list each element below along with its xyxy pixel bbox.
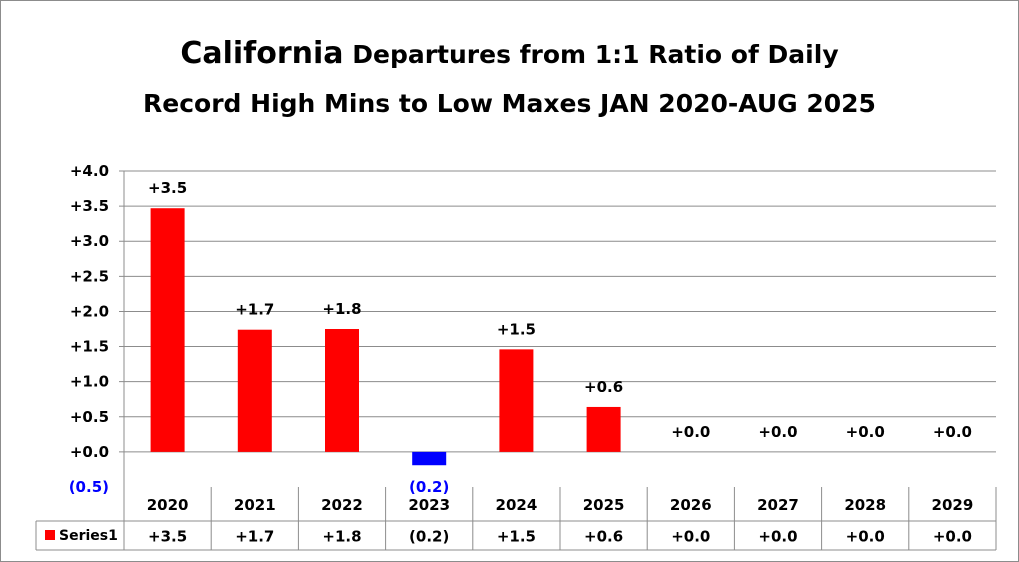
x-tick-label: 2025: [583, 496, 625, 514]
bar: [586, 406, 621, 452]
table-value: +1.7: [235, 528, 274, 546]
y-tick-label: +3.5: [70, 197, 109, 215]
bar: [412, 451, 447, 466]
legend-key-series1: [45, 530, 55, 540]
x-tick-label: 2029: [932, 496, 974, 514]
table-value: +3.5: [148, 528, 187, 546]
title-line-2: Record High Mins to Low Maxes JAN 2020-A…: [143, 89, 876, 118]
x-tick-label: 2022: [321, 496, 363, 514]
y-tick-label: +3.0: [70, 232, 109, 250]
table-value: +1.5: [497, 528, 536, 546]
bar: [150, 208, 185, 452]
title-line-1-rest: Departures from 1:1 Ratio of Daily: [343, 40, 839, 69]
title-line-1: California Departures from 1:1 Ratio of …: [1, 31, 1018, 81]
y-tick-label: +0.5: [70, 408, 109, 426]
x-tick-label: 2028: [844, 496, 886, 514]
data-label: +0.0: [671, 423, 710, 441]
y-tick-label: +2.5: [70, 267, 109, 285]
data-label: +0.6: [584, 378, 623, 396]
bar: [237, 329, 272, 452]
x-tick-label: 2027: [757, 496, 799, 514]
table-value: +0.0: [846, 528, 885, 546]
data-label: +0.0: [846, 423, 885, 441]
table-value: +0.0: [671, 528, 710, 546]
table-value: +1.8: [322, 528, 361, 546]
bar: [499, 349, 534, 452]
table-value: +0.0: [758, 528, 797, 546]
table-value: (0.2): [409, 528, 449, 546]
data-label: +0.0: [758, 423, 797, 441]
chart-title: California Departures from 1:1 Ratio of …: [1, 31, 1018, 127]
x-tick-label: 2020: [147, 496, 189, 514]
x-tick-label: 2026: [670, 496, 712, 514]
x-tick-label: 2023: [408, 496, 450, 514]
data-label: +1.5: [497, 320, 536, 338]
y-tick-label: +4.0: [70, 162, 109, 180]
x-tick-label: 2024: [496, 496, 538, 514]
y-tick-label: +0.0: [70, 443, 109, 461]
title-state: California: [180, 36, 344, 71]
data-label: +1.7: [235, 301, 274, 319]
y-tick-label: +1.5: [70, 338, 109, 356]
data-label: +1.8: [322, 300, 361, 318]
table-value: +0.0: [933, 528, 972, 546]
y-tick-label: (0.5): [69, 478, 109, 496]
data-label: +3.5: [148, 179, 187, 197]
legend-label-series1: Series1: [59, 528, 118, 544]
data-label: (0.2): [409, 478, 449, 496]
table-value: +0.6: [584, 528, 623, 546]
y-tick-label: +2.0: [70, 302, 109, 320]
bar: [325, 329, 359, 452]
data-label: +0.0: [933, 423, 972, 441]
y-tick-label: +1.0: [70, 373, 109, 391]
x-tick-label: 2021: [234, 496, 276, 514]
